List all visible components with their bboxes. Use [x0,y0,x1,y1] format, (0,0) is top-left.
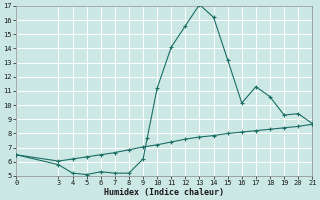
X-axis label: Humidex (Indice chaleur): Humidex (Indice chaleur) [104,188,224,197]
